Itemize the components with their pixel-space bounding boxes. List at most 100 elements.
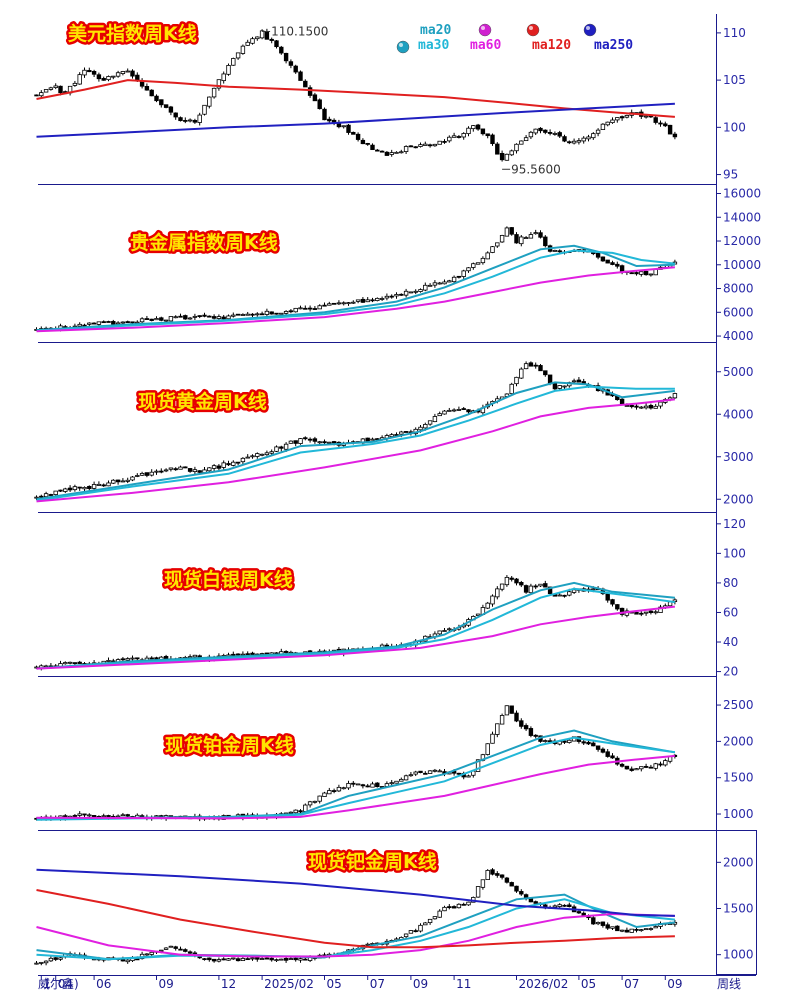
candle-body	[216, 79, 222, 89]
candle-body	[346, 302, 351, 305]
candle-body	[259, 30, 265, 39]
candle-body	[255, 957, 260, 960]
candle-body	[451, 135, 457, 138]
x-tick-label: 09	[159, 977, 174, 990]
ma-line-ma30	[36, 587, 676, 670]
candle-body	[34, 962, 39, 965]
candle-body	[135, 475, 140, 477]
candle-body	[514, 578, 519, 584]
candle-body	[595, 745, 601, 750]
candle-body	[192, 654, 198, 658]
candle-body	[307, 307, 313, 310]
candle-body	[307, 801, 313, 806]
candle-body	[130, 657, 135, 660]
candle-body	[629, 272, 634, 275]
candle-body	[139, 473, 145, 476]
candle-body	[341, 787, 346, 790]
candle-body	[259, 313, 265, 316]
y-tick-label: 95	[723, 168, 738, 182]
x-tick-label: 2025/02	[264, 977, 314, 990]
candle-body	[427, 144, 433, 147]
candle-body	[403, 146, 409, 152]
candle-body	[461, 133, 466, 138]
y-tick-label: 1500	[723, 771, 754, 785]
candle-body	[490, 246, 495, 253]
ma-line-ma120	[36, 889, 675, 949]
candle-body	[63, 662, 68, 665]
candle-body	[178, 466, 183, 470]
candle-body	[519, 368, 524, 379]
y-tick-label: 1000	[723, 807, 754, 821]
candle-body	[82, 813, 87, 816]
candle-body	[226, 315, 231, 320]
candle-body	[264, 452, 270, 456]
candle-body	[183, 466, 188, 469]
y-tick-label: 5000	[723, 365, 754, 379]
candle-body	[394, 780, 399, 784]
candle-body	[365, 437, 370, 442]
candle-body	[658, 122, 663, 125]
candle-body	[519, 140, 524, 145]
candle-body	[120, 658, 126, 661]
candle-body	[523, 237, 529, 240]
candle-body	[432, 416, 438, 423]
candle-body	[600, 256, 606, 262]
candle-body	[648, 404, 654, 409]
candle-body	[231, 653, 236, 656]
candle-body	[327, 790, 332, 795]
x-tick-label: 09	[413, 977, 428, 990]
candle-body	[451, 276, 457, 283]
y-tick-label: 120	[723, 517, 746, 531]
candle-body	[591, 742, 596, 747]
panel-title: 现货铂金周K线	[165, 734, 294, 757]
candle-body	[87, 70, 92, 73]
candle-body	[82, 69, 87, 76]
candle-body	[77, 323, 82, 327]
candle-body	[504, 705, 510, 716]
candle-body	[125, 479, 130, 482]
candle-body	[591, 917, 596, 925]
candle-body	[543, 740, 548, 742]
candle-body	[317, 305, 322, 310]
candle-body	[456, 409, 462, 411]
candle-body	[581, 741, 586, 744]
candle-body	[283, 311, 289, 314]
candle-body	[307, 438, 313, 441]
candle-body	[643, 115, 649, 118]
candle-body	[639, 612, 644, 615]
candle-body	[432, 916, 438, 920]
candle-body	[240, 653, 246, 656]
candle-body	[427, 918, 433, 924]
candle-body	[288, 310, 294, 313]
candle-body	[226, 65, 231, 75]
candle-body	[370, 144, 375, 151]
candle-body	[250, 652, 255, 656]
candle-body	[514, 885, 519, 892]
candle-body	[288, 61, 294, 66]
candle-body	[211, 465, 217, 469]
candle-body	[437, 140, 442, 145]
candle-body	[672, 133, 678, 138]
y-tick-label: 4000	[723, 329, 754, 343]
panel-title: 美元指数周K线	[68, 22, 197, 45]
candle-body	[629, 405, 634, 408]
candle-body	[499, 715, 505, 725]
candle-body	[610, 262, 615, 265]
candle-body	[53, 490, 58, 495]
candle-body	[399, 431, 404, 435]
candle-body	[221, 462, 226, 468]
candle-body	[595, 922, 601, 925]
candle-body	[399, 778, 404, 782]
candle-body	[538, 127, 543, 132]
candle-body	[451, 409, 457, 412]
x-tick-label: 2026/02	[519, 977, 569, 990]
candle-body	[106, 321, 111, 323]
candle-body	[485, 602, 490, 609]
candle-body	[504, 576, 510, 586]
candle-body	[576, 379, 582, 383]
candle-body	[557, 250, 562, 253]
candle-body	[533, 585, 538, 588]
candle-body	[495, 143, 500, 155]
